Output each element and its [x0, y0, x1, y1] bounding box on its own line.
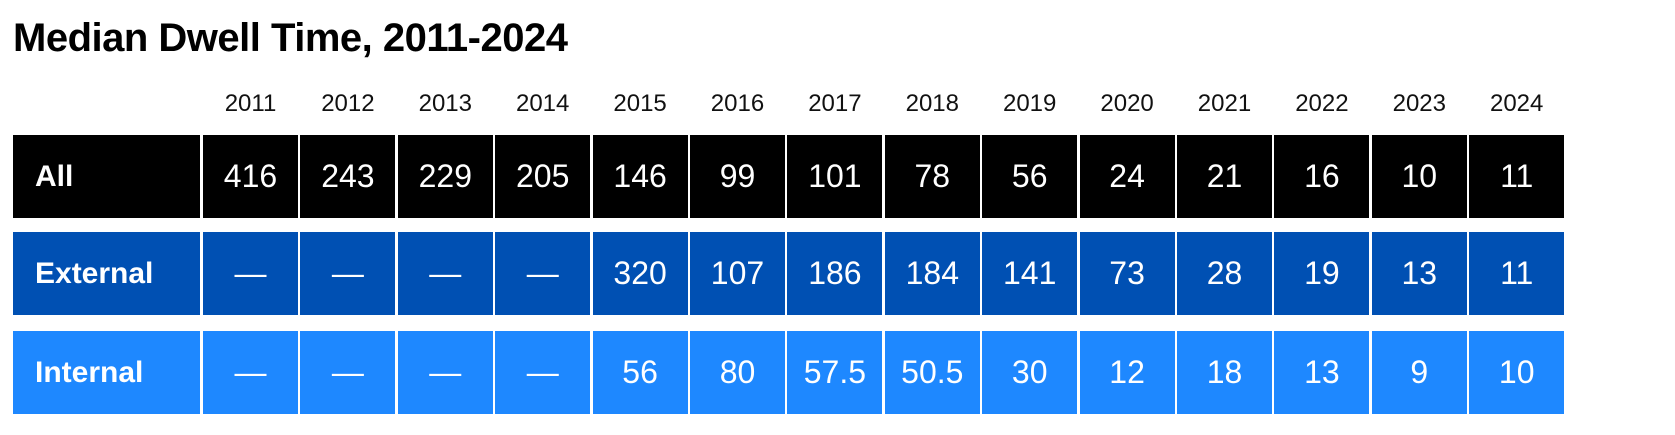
table-cell: — [397, 331, 493, 414]
table-cell: 12 [1079, 331, 1175, 414]
table-cell: — [203, 331, 298, 414]
year-label-2019: 2019 [1002, 90, 1057, 117]
table-cell: — [495, 331, 591, 414]
table-cell: 57.5 [787, 331, 883, 414]
table-cell: 24 [1079, 135, 1175, 218]
year-label-2021: 2021 [1197, 90, 1252, 117]
table-cell: 243 [300, 135, 396, 218]
year-label-2017: 2017 [808, 90, 862, 117]
table-cell: 99 [690, 135, 785, 218]
year-label-2014: 2014 [515, 90, 570, 117]
table-cell: 141 [982, 232, 1078, 315]
row-label: All [13, 135, 200, 218]
table-cell: — [300, 331, 396, 414]
table-cell: 21 [1177, 135, 1272, 218]
table-cell: 320 [592, 232, 688, 315]
table-cell: 10 [1371, 135, 1467, 218]
table-cell: 11 [1469, 232, 1565, 315]
table-cell: 101 [787, 135, 883, 218]
table-cell: 30 [982, 331, 1078, 414]
table-cell: 28 [1177, 232, 1272, 315]
year-label-2011: 2011 [224, 90, 277, 117]
table-cell: 146 [592, 135, 688, 218]
page-title: Median Dwell Time, 2011-2024 [13, 16, 568, 60]
table-cell: 18 [1177, 331, 1272, 414]
table-cell: 10 [1469, 331, 1565, 414]
table-cell: 80 [690, 331, 785, 414]
table-cell: 416 [203, 135, 298, 218]
table-cell: — [300, 232, 396, 315]
year-label-2015: 2015 [613, 90, 667, 117]
year-label-2016: 2016 [710, 90, 765, 117]
year-label-2012: 2012 [321, 90, 375, 117]
table-cell: 186 [787, 232, 883, 315]
table-cell: 56 [982, 135, 1078, 218]
table-cell: 13 [1274, 331, 1370, 414]
table-cell: 50.5 [884, 331, 980, 414]
table-cell: 13 [1371, 232, 1467, 315]
table-cell: 205 [495, 135, 591, 218]
table-cell: 11 [1469, 135, 1565, 218]
year-label-2022: 2022 [1295, 90, 1349, 117]
year-label-2013: 2013 [418, 90, 472, 117]
table-cell: 229 [397, 135, 493, 218]
row-label: Internal [13, 331, 200, 414]
table-cell: 16 [1274, 135, 1370, 218]
table-cell: 184 [884, 232, 980, 315]
table-cell: 107 [690, 232, 785, 315]
table-cell: 9 [1371, 331, 1467, 414]
table-cell: — [397, 232, 493, 315]
table-cell: 78 [884, 135, 980, 218]
year-label-2023: 2023 [1392, 90, 1446, 117]
table-cell: 56 [592, 331, 688, 414]
table-cell: — [203, 232, 298, 315]
table-cell: 19 [1274, 232, 1370, 315]
table-cell: 73 [1079, 232, 1175, 315]
table-cell: — [495, 232, 591, 315]
year-label-2018: 2018 [905, 90, 959, 117]
year-label-2020: 2020 [1100, 90, 1154, 117]
year-label-2024: 2024 [1489, 90, 1544, 117]
row-label: External [13, 232, 200, 315]
